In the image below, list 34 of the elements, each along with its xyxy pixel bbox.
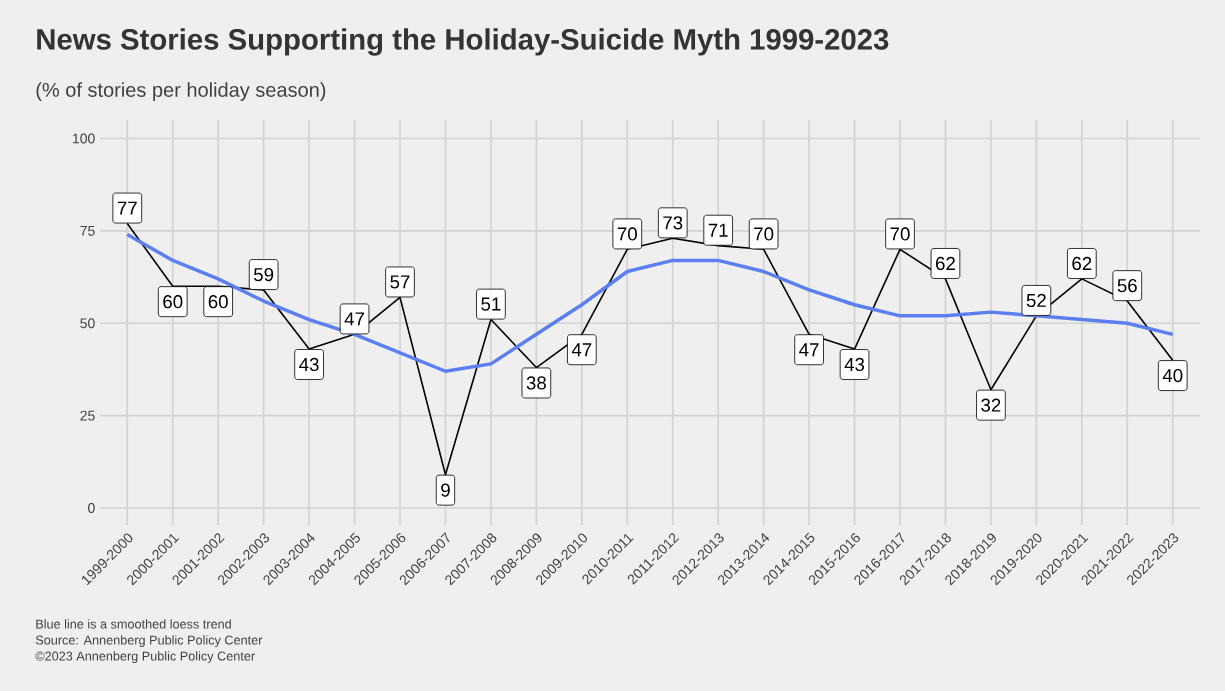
- data-label: 70: [617, 227, 637, 241]
- y-tick-label: 25: [80, 410, 95, 421]
- data-label: 51: [481, 297, 501, 311]
- data-label: 71: [708, 223, 728, 237]
- data-label: 9: [441, 483, 450, 497]
- source-note: Source: Annenberg Public Policy Center: [35, 635, 263, 648]
- data-label: 62: [936, 256, 955, 271]
- data-label: 52: [1026, 293, 1046, 308]
- data-label: 47: [571, 343, 592, 357]
- data-label: 60: [208, 295, 228, 309]
- data-label: 70: [754, 227, 774, 241]
- data-label: 47: [799, 343, 819, 357]
- data-label: 60: [163, 295, 183, 309]
- data-label: 59: [254, 267, 274, 282]
- text: Blue line is a smoothed loess trend: [36, 619, 231, 629]
- chart-subtitle: (% of stories per holiday season): [36, 82, 326, 101]
- y-tick-label: 50: [80, 318, 95, 329]
- chart-title: News Stories Supporting the Holiday-Suicide Myth 1999-2023: [37, 28, 889, 56]
- data-label: 77: [117, 201, 137, 215]
- data-label: 38: [526, 376, 546, 390]
- data-label: 70: [890, 227, 910, 241]
- data-label: 32: [981, 398, 1001, 412]
- data-label: 62: [1072, 256, 1092, 271]
- data-label: 40: [1162, 368, 1183, 383]
- y-tick-label: 0: [88, 503, 95, 513]
- data-label: 56: [1117, 279, 1137, 293]
- y-tick-label: 100: [73, 133, 95, 144]
- text: ©2023 Annenberg Public Policy Center: [35, 651, 255, 664]
- data-label: 47: [344, 312, 364, 326]
- data-label: 73: [663, 216, 683, 230]
- data-label: 43: [844, 357, 865, 372]
- data-label: 43: [299, 357, 319, 372]
- y-tick-label: 75: [80, 225, 95, 236]
- data-label: 57: [390, 275, 410, 289]
